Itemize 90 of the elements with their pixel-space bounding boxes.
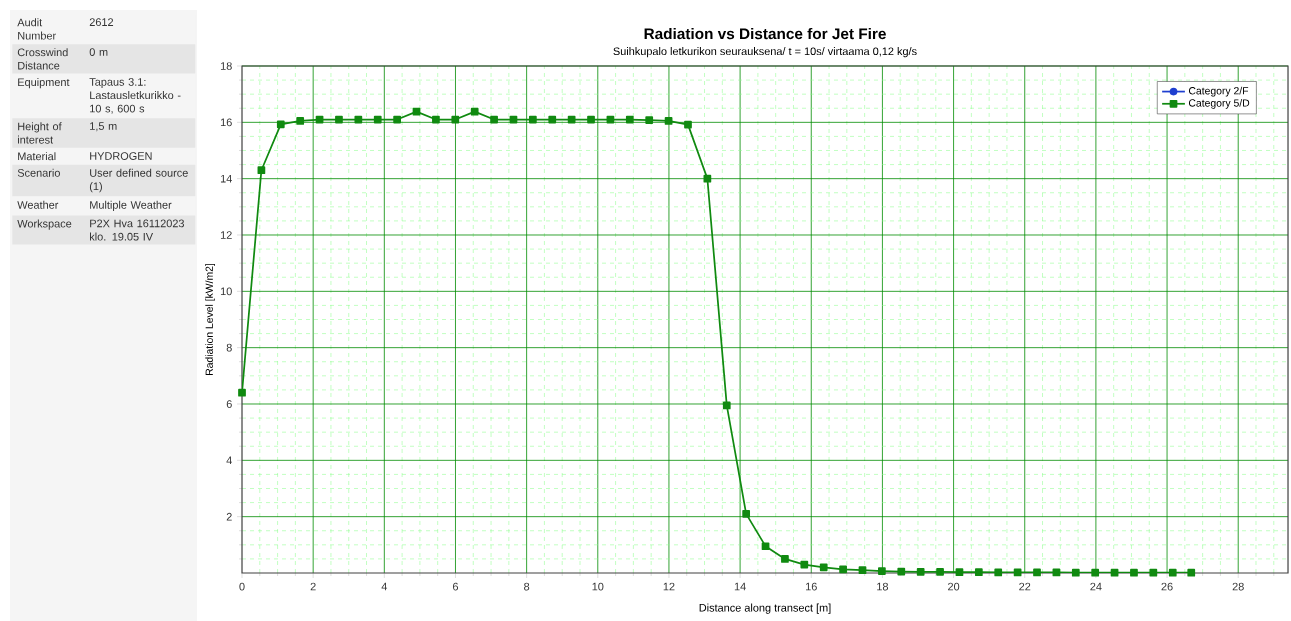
point — [761, 542, 770, 551]
point — [432, 115, 440, 124]
text: User defined source (1) — [89, 168, 188, 193]
point — [296, 117, 305, 125]
x-tick-label: 24 — [1090, 582, 1102, 591]
x-tick-label: 0 — [239, 582, 245, 591]
point — [1110, 568, 1119, 577]
legend-label: Category 5/D — [1188, 99, 1250, 109]
point — [528, 115, 537, 124]
y-tick-label: 2 — [226, 512, 232, 521]
point — [781, 555, 789, 563]
point — [974, 568, 983, 577]
y-tick-label: 14 — [220, 174, 232, 183]
text: Height of interest — [18, 122, 62, 144]
x-tick-label: 16 — [806, 582, 817, 591]
y-tick-label: 12 — [220, 231, 232, 239]
y-tick-label: 18 — [220, 62, 232, 70]
point — [664, 117, 673, 125]
text: Weather — [17, 200, 59, 209]
text: Workspace — [17, 219, 72, 230]
text: Material — [18, 152, 56, 161]
text: 1,5 m — [90, 122, 117, 132]
y-tick-label: 8 — [226, 343, 232, 352]
y-axis-title: Radiation Level [kW/m2] — [205, 263, 215, 375]
x-tick-label: 10 — [592, 582, 604, 591]
x-tick-label: 2 — [310, 582, 316, 591]
point — [567, 115, 576, 124]
point — [955, 568, 964, 577]
point — [858, 566, 867, 575]
text: 0 m — [89, 48, 108, 56]
point — [393, 115, 401, 124]
y-tick-label: 4 — [226, 456, 232, 465]
text: 2612 — [89, 18, 114, 26]
text: Crosswind Distance — [17, 48, 68, 70]
point — [703, 174, 712, 183]
point — [1130, 568, 1138, 577]
x-tick-label: 28 — [1232, 582, 1244, 591]
point — [354, 115, 363, 124]
point — [800, 560, 809, 569]
point — [936, 568, 944, 576]
point — [625, 115, 634, 124]
text: Scenario — [17, 168, 60, 177]
legend-label: Category 2/F — [1188, 86, 1249, 97]
point — [373, 115, 382, 124]
point — [839, 565, 847, 574]
point — [257, 166, 266, 175]
point — [238, 388, 246, 397]
point — [276, 120, 285, 129]
point — [1071, 568, 1080, 577]
point — [1091, 568, 1100, 577]
point — [819, 563, 828, 572]
point — [1168, 568, 1177, 577]
x-tick-label: 8 — [524, 582, 530, 591]
x-tick-label: 14 — [734, 582, 746, 591]
text: P2X Hva 16112023 klo. 19.05 IV — [90, 219, 185, 241]
point — [490, 115, 498, 124]
y-tick-label: 10 — [220, 287, 232, 296]
text: Multiple Weather — [90, 200, 172, 211]
x-tick-label: 4 — [381, 582, 388, 591]
point — [684, 120, 692, 129]
text: Tapaus 3.1: Lastausletkurikko - 10 s, 600 s — [89, 78, 181, 114]
point — [722, 401, 731, 410]
point — [916, 568, 925, 576]
point — [897, 567, 906, 576]
point — [451, 115, 460, 124]
point — [335, 115, 343, 124]
text: Equipment — [18, 78, 70, 89]
point — [470, 107, 479, 116]
x-tick-label: 20 — [948, 582, 960, 591]
text: Audit Number — [17, 18, 56, 40]
point — [645, 116, 654, 124]
x-axis-title: Distance along transect [m] — [699, 603, 831, 614]
x-tick-label: 12 — [663, 582, 675, 591]
y-tick-label: 6 — [226, 400, 232, 408]
point — [1033, 568, 1041, 577]
point — [587, 115, 595, 124]
chart-subtitle: Suihkupalo letkurikon seurauksena/ t = 10s/ virtaama 0,12 kg/s — [613, 47, 917, 58]
point — [1149, 568, 1158, 577]
point — [548, 115, 557, 124]
chart-title: Radiation vs Distance for Jet Fire — [644, 27, 886, 40]
point — [1187, 568, 1196, 577]
x-tick-label: 26 — [1161, 582, 1173, 591]
point — [742, 509, 751, 518]
x-tick-label: 18 — [877, 582, 889, 591]
point — [994, 568, 1003, 577]
point — [878, 567, 886, 575]
x-tick-label: 22 — [1019, 582, 1031, 591]
text: HYDROGEN — [90, 152, 152, 160]
y-tick-label: 16 — [220, 118, 232, 127]
x-tick-label: 6 — [453, 582, 459, 591]
